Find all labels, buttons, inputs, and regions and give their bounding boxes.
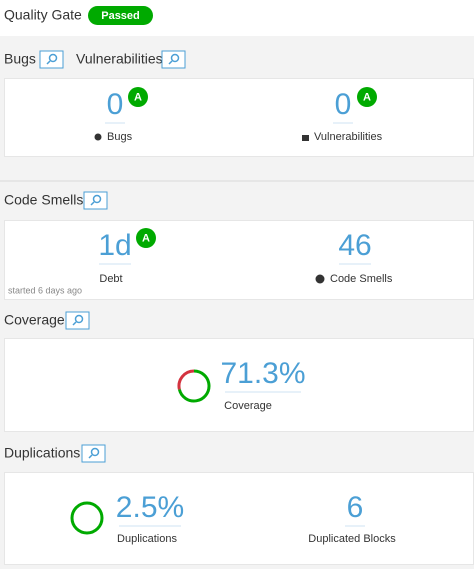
metric-label: Duplicated Blocks [308,533,396,545]
section-header: Code Smells [4,192,83,208]
smell-icon [315,274,325,284]
quality-gate-bar [0,0,474,36]
rating-badge [357,87,377,107]
rating: A [142,232,150,244]
metric-value[interactable]: 0 [107,88,124,121]
metric-value[interactable]: 6 [347,491,364,524]
metric-label: Code Smells [330,273,393,285]
panel [4,338,474,432]
section-header: Coverage [4,312,65,328]
bug-icon [94,133,102,141]
panel [4,472,474,565]
metric-label: Bugs [107,131,133,143]
metric-value[interactable]: 1d [98,229,131,262]
divider [0,180,474,182]
metric-value[interactable]: 0 [335,88,352,121]
drilldown-button[interactable] [161,50,186,69]
drilldown-button[interactable] [83,191,108,210]
metric-value[interactable]: 71.3% [220,357,305,390]
rating: A [134,91,142,103]
coverage-ring [177,369,211,403]
metric-value[interactable]: 46 [338,229,371,262]
metric-label: Duplications [117,533,177,545]
quality-gate-status: Passed [101,10,140,22]
section-header: Vulnerabilities [76,51,163,67]
drilldown-button[interactable] [65,311,90,330]
rating-badge [128,87,148,107]
duplication-ring [70,501,104,535]
panel [4,78,474,157]
metric-value[interactable]: 2.5% [116,491,184,524]
section-header: Duplications [4,445,80,461]
lock-icon [302,135,309,141]
metric-label: Debt [99,273,122,285]
rating-badge [136,228,156,248]
status-pill [88,6,153,25]
drilldown-button[interactable] [81,444,106,463]
quality-gate-label: Quality Gate [4,7,82,23]
metric-label: Coverage [224,400,272,412]
rating: A [363,91,371,103]
drilldown-button[interactable] [39,50,64,69]
metric-note: started 6 days ago [8,285,82,295]
covered-arc [177,369,211,403]
section-header: Bugs [4,51,36,67]
panel [4,220,474,300]
metric-label: Vulnerabilities [314,131,383,143]
uncovered-arc [177,369,195,390]
